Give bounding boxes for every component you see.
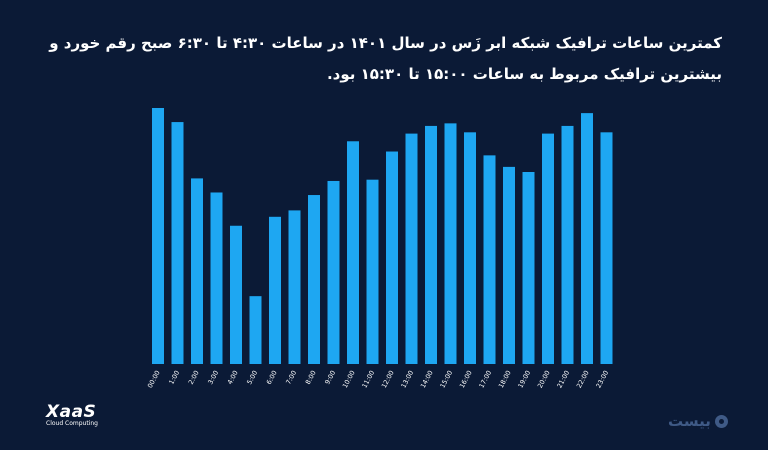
x-tick-23-00: 23:00 [594, 369, 610, 389]
x-tick-22-00: 22:00 [575, 369, 591, 389]
chart-caption: کمترین ساعات ترافیک شبکه ابر زَس در سال … [49, 34, 722, 83]
x-tick-7-00: 7:00 [284, 369, 298, 386]
bar-11-00 [366, 179, 379, 364]
bar-12-00 [386, 151, 398, 364]
xaas-logo: XaaS Cloud Computing [46, 402, 98, 427]
bar-18-00 [503, 166, 515, 364]
bist-logo: بیست [668, 412, 728, 430]
bar-8-00 [308, 195, 320, 364]
bar-3-00 [210, 192, 223, 364]
bar-14-00 [425, 125, 437, 364]
x-tick-00-00: 00:00 [146, 369, 162, 389]
bar-13-00 [405, 133, 418, 364]
bist-logo-icon [714, 414, 728, 428]
x-tick-15-00: 15:00 [438, 369, 454, 389]
x-tick-6-00: 6:00 [265, 369, 279, 386]
bar-22-00 [581, 113, 593, 365]
x-tick-11-00: 11:00 [360, 369, 376, 389]
bar-2-00 [191, 178, 203, 364]
x-tick-labels: 00:00 1:00 2:00 3:00 4:00 5:00 6:00 7:00 8:00 9:0… [146, 369, 610, 389]
bar-4-00 [230, 225, 242, 364]
x-tick-5-00: 5:00 [245, 369, 259, 386]
bar-6-00 [269, 216, 281, 364]
bist-logo-name: بیست [668, 412, 711, 430]
xaas-logo-tagline: Cloud Computing [46, 420, 98, 427]
x-tick-1-00: 1:00 [167, 369, 181, 386]
x-tick-8-00: 8:00 [304, 369, 318, 386]
x-tick-17-00: 17:00 [477, 369, 493, 389]
x-tick-14-00: 14:00 [419, 369, 435, 389]
x-tick-3-00: 3:00 [206, 369, 220, 386]
bar-16-00 [464, 132, 476, 364]
x-tick-21-00: 21:00 [555, 369, 571, 389]
bar-17-00 [483, 155, 496, 364]
bars-group [152, 108, 613, 365]
bar-19-00 [522, 172, 535, 364]
x-tick-2-00: 2:00 [187, 369, 201, 386]
x-tick-10-00: 10:00 [341, 369, 357, 389]
bar-10-00 [347, 141, 359, 364]
x-tick-9-00: 9:00 [323, 369, 337, 386]
x-tick-19-00: 19:00 [516, 369, 532, 389]
x-tick-16-00: 16:00 [458, 369, 474, 389]
bar-00-00 [152, 108, 164, 364]
bar-7-00 [288, 210, 301, 364]
bar-23-00 [600, 132, 613, 364]
bar-20-00 [542, 133, 554, 364]
bar-1-00 [171, 122, 184, 364]
x-tick-13-00: 13:00 [399, 369, 415, 389]
x-tick-20-00: 20:00 [536, 369, 552, 389]
bar-21-00 [561, 125, 574, 364]
bar-15-00 [444, 123, 457, 364]
x-tick-18-00: 18:00 [497, 369, 513, 389]
xaas-logo-name: XaaS [46, 402, 97, 422]
x-tick-12-00: 12:00 [380, 369, 396, 389]
bar-5-00 [249, 296, 262, 364]
bar-9-00 [327, 180, 340, 364]
x-tick-4-00: 4:00 [226, 369, 240, 386]
